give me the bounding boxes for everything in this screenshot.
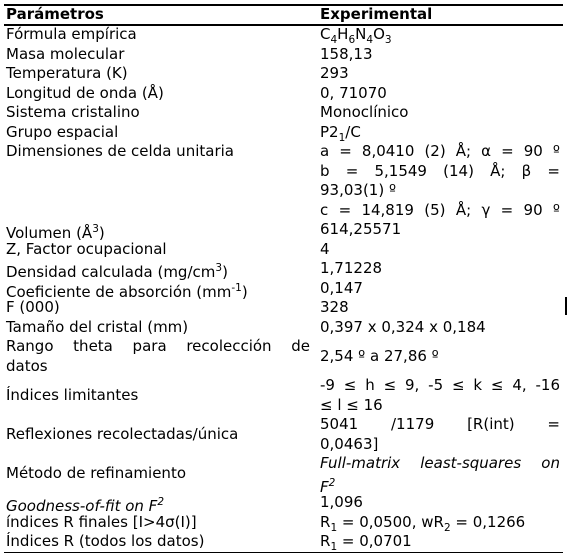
param-label-line: Rango theta para recolección de xyxy=(6,337,310,355)
param-label: Longitud de onda (Å) xyxy=(6,83,164,102)
param-label: Tamaño del cristal (mm) xyxy=(6,317,189,336)
param-value: 328 xyxy=(320,298,349,316)
param-label: Grupo espacial xyxy=(6,122,119,141)
text-cursor xyxy=(565,297,567,315)
param-value: -9 ≤ h ≤ 9, -5 ≤ k ≤ 4, -16 ≤ l ≤ 16 xyxy=(320,376,560,415)
param-value: 4 xyxy=(320,239,330,258)
table-bottom-rule xyxy=(4,551,563,553)
param-label: Z, Factor ocupacional xyxy=(6,239,167,258)
param-label: Reflexiones recolectadas/única xyxy=(6,425,239,443)
param-value: Full-matrix least-squares on F2 xyxy=(320,454,560,496)
cell-beta: 93,03(1) º xyxy=(320,181,397,199)
param-value: 158,13 xyxy=(320,44,373,63)
param-label: Fórmula empírica xyxy=(6,25,137,43)
param-label: Índices R (todos los datos) xyxy=(6,532,205,550)
param-label: Dimensiones de celda unitaria xyxy=(6,142,234,160)
param-label: F (000) xyxy=(6,298,60,316)
param-value-line: 5041 /1179 [R(int) = xyxy=(320,415,560,433)
param-value-line: ≤ l ≤ 16 xyxy=(320,395,383,414)
param-value: Monoclínico xyxy=(320,103,409,121)
space-group-value: P21/C xyxy=(320,122,361,144)
header-parametros: Parámetros xyxy=(6,5,104,23)
param-label: Método de refinamiento xyxy=(6,464,186,482)
param-value-line: 0,0463] xyxy=(320,434,379,453)
param-label: Densidad calculada (mg/cm3) xyxy=(6,262,228,281)
param-label: Volumen (Å3) xyxy=(6,223,105,242)
param-value-line: Full-matrix least-squares on xyxy=(320,454,560,472)
table-top-rule xyxy=(4,4,563,6)
formula-value: C4H6N4O3 xyxy=(320,25,392,46)
param-value: 293 xyxy=(320,64,349,82)
cell-c: c = 14,819 (5) Å; γ = 90 º xyxy=(320,200,560,219)
param-value-line: F2 xyxy=(320,476,336,496)
param-label-line: datos xyxy=(6,356,48,375)
param-value: 614,25571 xyxy=(320,220,402,238)
param-value: 1,71228 xyxy=(320,259,383,277)
param-label: Temperatura (K) xyxy=(6,64,128,82)
param-value: R1 = 0,0500, wR2 = 0,1266 xyxy=(320,512,526,534)
param-label: índices R finales [I>4σ(I)] xyxy=(6,512,197,531)
param-value: 1,096 xyxy=(320,493,363,511)
cell-dimensions-value: a = 8,0410 (2) Å; α = 90 º b = 5,1549 (1… xyxy=(320,142,560,220)
param-label: Índices limitantes xyxy=(6,386,139,404)
cell-a: a = 8,0410 (2) Å; α = 90 º xyxy=(320,142,560,160)
param-label: Coeficiente de absorción (mm-1) xyxy=(6,281,248,301)
param-value: R1 = 0,0701 xyxy=(320,532,412,553)
param-value: 0,397 x 0,324 x 0,184 xyxy=(320,317,486,336)
param-value: 0, 71070 xyxy=(320,83,387,102)
param-value-line: -9 ≤ h ≤ 9, -5 ≤ k ≤ 4, -16 xyxy=(320,376,560,394)
header-bottom-rule xyxy=(4,24,563,26)
param-label: Goodness-of-fit on F2 xyxy=(6,496,164,515)
param-value: 0,147 xyxy=(320,278,363,297)
cell-b: b = 5,1549 (14) Å; β = xyxy=(320,161,560,180)
param-label: Sistema cristalino xyxy=(6,103,140,121)
param-value: 5041 /1179 [R(int) = 0,0463] xyxy=(320,415,560,454)
param-value: 2,54 º a 27,86 º xyxy=(320,347,439,365)
header-experimental: Experimental xyxy=(320,5,433,23)
param-label: Masa molecular xyxy=(6,44,125,63)
param-label: Rango theta para recolección de datos xyxy=(6,337,310,376)
